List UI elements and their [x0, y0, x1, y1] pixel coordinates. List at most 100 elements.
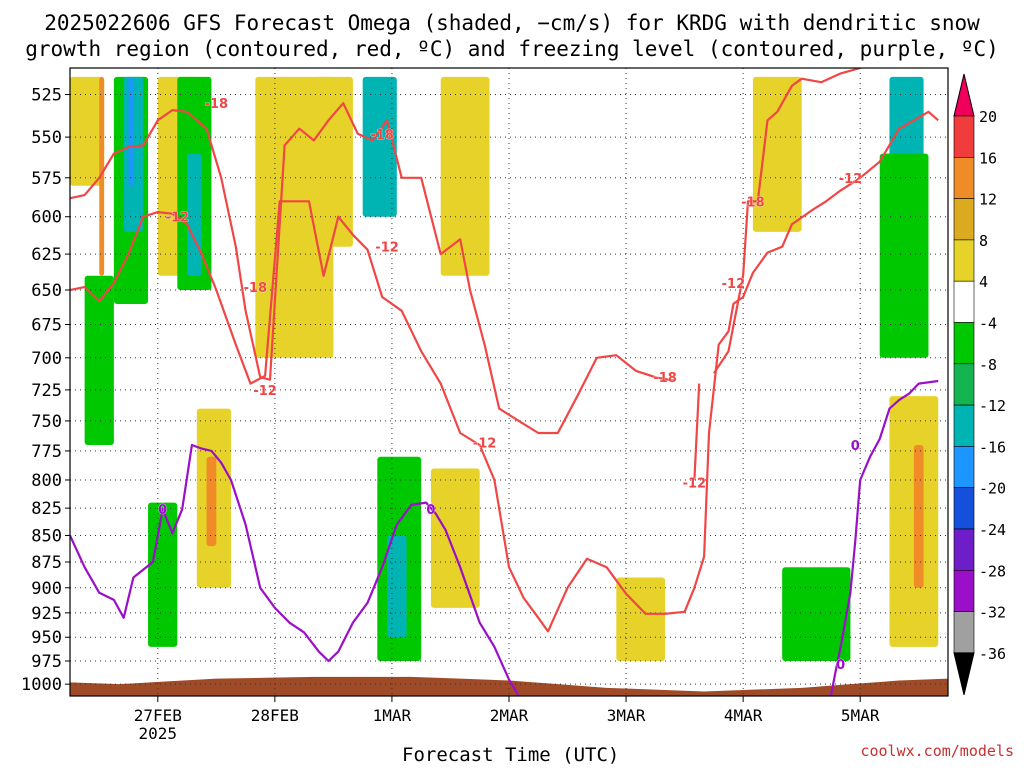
x-tick-label: 4MAR	[724, 706, 763, 725]
colorbar-tick-label: -36	[979, 645, 1006, 663]
x-tick-label: 5MAR	[841, 706, 880, 725]
y-tick-label: 725	[31, 381, 62, 401]
contour-label: -12	[166, 211, 190, 226]
contour-label: -12	[375, 241, 399, 256]
y-tick-label: 750	[31, 412, 62, 432]
y-tick-label: 925	[31, 604, 62, 624]
y-tick-label: 875	[31, 553, 62, 573]
contour-label: -18	[244, 281, 268, 296]
contour-label: 0	[851, 439, 860, 454]
colorbar-swatch	[953, 363, 975, 406]
omega-region	[440, 76, 490, 276]
colorbar-tick-label: -28	[979, 562, 1006, 580]
colorbar-tick-label: -16	[979, 438, 1006, 456]
contour-labels: -18 -18 -18 -18 -18 -12 -12 -12 -12 -12 -12 -12 0 0 0 0	[158, 97, 863, 673]
contour-label: -18	[205, 97, 229, 112]
colorbar-swatch	[953, 528, 975, 571]
contour-label: -18	[653, 371, 677, 386]
colorbar-swatch	[953, 611, 975, 654]
contour-lines	[70, 68, 939, 696]
y-tick-label: 950	[31, 628, 62, 648]
omega-region	[782, 567, 851, 662]
omega-region	[430, 468, 480, 608]
y-tick-label: 775	[31, 442, 62, 462]
colorbar-swatch	[953, 446, 975, 488]
x-tick-label: 28FEB	[251, 706, 299, 725]
y-tick-label: 800	[31, 471, 62, 491]
x-tick-sublabel: 2025	[139, 724, 178, 743]
colorbar: 20 16 12 8 4 -4 -8 -12 -16 -20 -24 -28 -32 -36	[953, 73, 1006, 696]
contour-label: -12	[253, 384, 277, 399]
terrain-fill	[70, 676, 948, 696]
omega-region	[752, 76, 802, 232]
y-axis: 525 550 575 600 625 650 675 700 725 750 775 800 825 8…	[21, 86, 70, 695]
colorbar-tick-label: -24	[979, 521, 1006, 539]
contour-label: 0	[836, 658, 845, 673]
colorbar-tick-label: -4	[979, 315, 997, 333]
colorbar-tick-label: -20	[979, 480, 1006, 498]
colorbar-swatch	[953, 322, 975, 365]
y-tick-label: 675	[31, 316, 62, 336]
x-tick-label: 3MAR	[607, 706, 646, 725]
colorbar-tick-label: -12	[979, 397, 1006, 415]
colorbar-swatch	[953, 487, 975, 530]
credit-text: coolwx.com/models	[860, 742, 1014, 760]
freezing-level-line	[70, 443, 520, 696]
y-tick-label: 625	[31, 245, 62, 265]
y-tick-label: 575	[31, 169, 62, 189]
y-tick-label: 600	[31, 208, 62, 228]
dgz-contour-line	[693, 383, 701, 481]
terrain	[70, 676, 948, 696]
colorbar-tick-label: -8	[979, 356, 997, 374]
omega-region	[84, 275, 114, 446]
contour-label: -18	[370, 128, 394, 143]
y-tick-label: 825	[31, 499, 62, 519]
x-tick-label: 1MAR	[373, 706, 412, 725]
contour-label: -18	[741, 195, 765, 210]
colorbar-bottom-arrow	[953, 652, 975, 696]
omega-region	[128, 76, 134, 186]
y-tick-label: 975	[31, 652, 62, 672]
omega-region	[148, 502, 178, 647]
contour-label: 0	[158, 503, 167, 518]
omega-region	[913, 445, 924, 588]
dgz-contour-line	[70, 110, 939, 633]
x-axis-label: Forecast Time (UTC)	[402, 744, 620, 766]
contour-label: -12	[473, 437, 497, 452]
y-tick-label: 900	[31, 579, 62, 599]
contour-label: 0	[426, 503, 435, 518]
colorbar-top-arrow	[953, 73, 975, 117]
omega-region	[206, 456, 217, 547]
contour-label: -12	[683, 476, 707, 491]
y-tick-label: 700	[31, 349, 62, 369]
dgz-contour-line	[70, 102, 676, 435]
colorbar-tick-label: 12	[979, 191, 997, 209]
x-tick-label: 27FEB	[134, 706, 182, 725]
y-tick-label: 650	[31, 281, 62, 301]
colorbar-swatch	[953, 198, 975, 241]
dgz-contour-line	[712, 68, 861, 374]
x-tick-label: 2MAR	[490, 706, 529, 725]
colorbar-swatch	[953, 280, 975, 323]
colorbar-swatch	[953, 404, 975, 447]
y-tick-label: 550	[31, 128, 62, 148]
omega-region	[387, 535, 407, 638]
omega-region	[879, 153, 929, 358]
colorbar-swatch	[953, 157, 975, 199]
colorbar-swatch	[953, 239, 975, 282]
colorbar-swatch	[953, 115, 975, 158]
freezing-level-line	[829, 379, 939, 696]
omega-region	[313, 76, 353, 247]
y-tick-label: 525	[31, 86, 62, 106]
chart-title-line-2: growth region (contoured, red, ºC) and f…	[25, 37, 999, 61]
colorbar-swatch	[953, 569, 975, 612]
colorbar-tick-label: -32	[979, 604, 1006, 622]
contour-label: -12	[839, 172, 863, 187]
omega-region	[99, 76, 105, 276]
colorbar-tick-label: 16	[979, 149, 997, 167]
colorbar-tick-label: 4	[979, 273, 988, 291]
colorbar-tick-label: 8	[979, 232, 988, 250]
chart-title-line-1: 2025022606 GFS Forecast Omega (shaded, −…	[44, 11, 980, 35]
